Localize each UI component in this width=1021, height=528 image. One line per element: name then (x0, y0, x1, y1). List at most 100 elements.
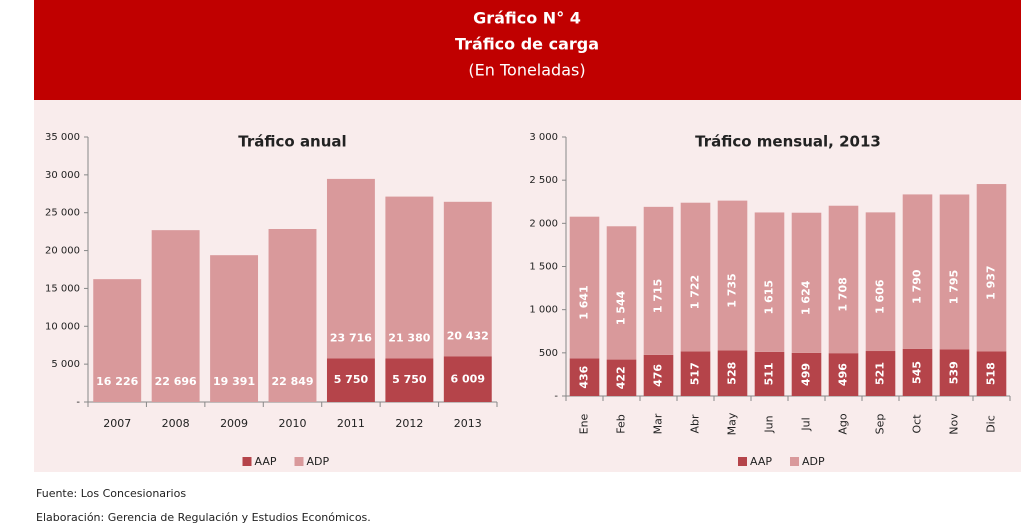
bar-segment (865, 351, 896, 396)
header-subtitle: Tráfico de carga (455, 35, 599, 54)
x-tick-label: May (726, 412, 739, 435)
value-label: 545 (911, 361, 924, 384)
value-label: 1 708 (837, 277, 850, 311)
value-label: 1 715 (652, 279, 665, 313)
value-label: 511 (763, 362, 776, 385)
bar-segment (865, 212, 896, 352)
header-title: Gráfico N° 4 (473, 9, 581, 28)
y-tick-label: 3 000 (529, 132, 558, 143)
bar-segment (976, 351, 1007, 396)
y-tick-label: 2 500 (529, 175, 558, 186)
bar-segment (754, 212, 785, 352)
value-label: 528 (726, 362, 739, 385)
value-label: 1 624 (800, 280, 813, 315)
value-label: 1 641 (578, 285, 591, 319)
bar-segment (643, 206, 674, 355)
source-note: Fuente: Los Concesionarios (36, 487, 186, 500)
x-tick-label: 2012 (395, 417, 423, 430)
bar-segment (326, 358, 375, 402)
bar-segment (93, 279, 142, 402)
x-tick-label: Ene (578, 413, 591, 434)
y-tick-label: 30 000 (45, 170, 80, 181)
value-label: 1 790 (911, 269, 924, 304)
x-tick-label: Mar (652, 413, 665, 434)
x-tick-label: Oct (911, 414, 924, 434)
value-label: 23 716 (330, 331, 372, 344)
x-tick-label: Dic (985, 415, 998, 433)
legend-label: AAP (255, 455, 277, 468)
bar-segment (443, 356, 492, 402)
bar-segment (902, 348, 933, 396)
value-label: 521 (874, 362, 887, 385)
y-tick-label: 1 500 (529, 262, 558, 273)
bar-segment (680, 202, 711, 352)
bar-segment (939, 349, 970, 396)
value-label: 5 750 (334, 373, 369, 386)
x-tick-label: 2011 (337, 417, 365, 430)
bar-segment (754, 351, 785, 396)
y-tick-label: - (76, 397, 80, 408)
bar-segment (828, 205, 859, 354)
value-label: 1 606 (874, 279, 887, 314)
bar-segment (828, 353, 859, 396)
bar-segment (385, 358, 434, 402)
bar-segment (385, 196, 434, 359)
header-unit: (En Toneladas) (468, 61, 585, 80)
x-tick-label: 2010 (279, 417, 307, 430)
value-label: 22 849 (271, 375, 313, 388)
bar-segment (326, 178, 375, 359)
x-tick-label: Abr (689, 414, 702, 434)
bar-segment (717, 350, 748, 396)
bar-segment (606, 359, 637, 396)
value-label: 16 226 (96, 375, 138, 388)
bar-segment (976, 184, 1007, 352)
x-tick-label: Jul (800, 417, 813, 431)
legend-swatch (738, 457, 747, 466)
y-tick-label: 35 000 (45, 132, 80, 143)
x-tick-label: 2008 (162, 417, 190, 430)
legend-label: ADP (307, 455, 330, 468)
y-tick-label: 2 000 (529, 218, 558, 229)
value-label: 21 380 (388, 331, 430, 344)
y-tick-label: - (554, 391, 558, 402)
value-label: 20 432 (447, 330, 489, 343)
legend-swatch (790, 457, 799, 466)
bar-segment (680, 351, 711, 396)
x-tick-label: 2007 (103, 417, 131, 430)
legend-label: ADP (802, 455, 825, 468)
value-label: 436 (578, 365, 591, 388)
bar-segment (902, 194, 933, 349)
value-label: 1 937 (985, 265, 998, 299)
header-band (34, 0, 1021, 100)
value-label: 5 750 (392, 373, 427, 386)
value-label: 19 391 (213, 375, 255, 388)
x-tick-label: 2009 (220, 417, 248, 430)
value-label: 22 696 (155, 375, 197, 388)
x-tick-label: Ago (837, 413, 850, 435)
bar-segment (569, 358, 600, 396)
value-label: 496 (837, 363, 850, 386)
value-label: 6 009 (451, 372, 485, 385)
bar-segment (210, 255, 259, 402)
bar-segment (717, 200, 748, 351)
y-tick-label: 10 000 (45, 321, 80, 332)
x-tick-label: Jun (763, 415, 776, 433)
legend-swatch (242, 457, 252, 466)
bar-segment (791, 212, 822, 353)
bar-segment (268, 229, 317, 402)
legend-label: AAP (750, 455, 772, 468)
value-label: 476 (652, 364, 665, 387)
y-tick-label: 1 000 (529, 305, 558, 316)
x-tick-label: Sep (874, 414, 887, 435)
credit-note: Elaboración: Gerencia de Regulación y Es… (36, 511, 371, 524)
bar-segment (443, 201, 492, 357)
bar-segment (569, 216, 600, 359)
bar-segment (606, 226, 637, 360)
chart-subtitle: Tráfico mensual, 2013 (695, 133, 881, 151)
x-tick-label: Feb (615, 414, 628, 433)
value-label: 1 735 (726, 273, 739, 307)
chart-subtitle: Tráfico anual (238, 133, 346, 151)
value-label: 518 (985, 362, 998, 385)
